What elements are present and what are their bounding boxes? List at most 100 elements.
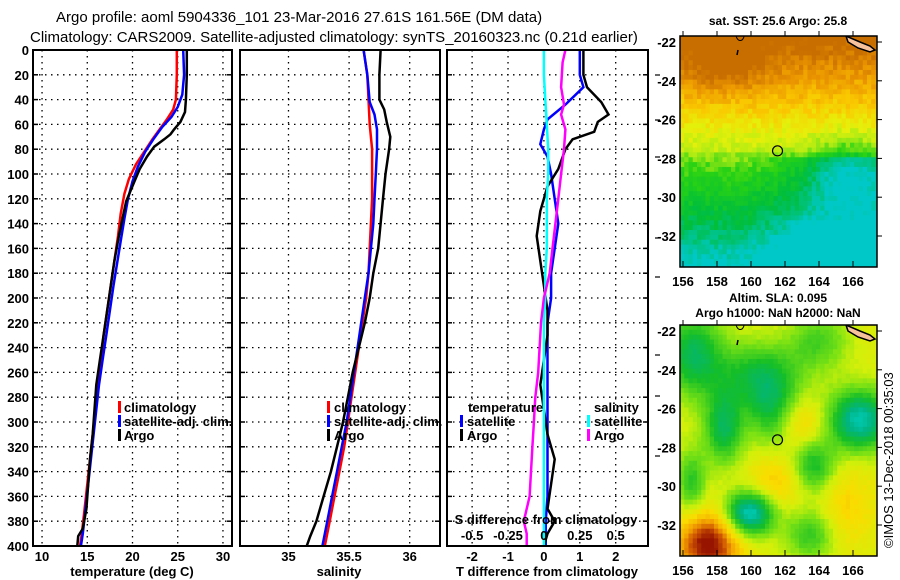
heatmap-cell: [867, 36, 872, 42]
heatmap-cell: [794, 528, 800, 535]
heatmap-cell: [799, 334, 804, 341]
heatmap-cell: [790, 533, 796, 539]
heatmap-cell: [680, 171, 685, 178]
heatmap-cell: [858, 383, 864, 389]
heatmap-cell: [794, 263, 800, 267]
heatmap-cell: [799, 426, 804, 433]
heatmap-cell: [765, 431, 770, 438]
heatmap-cell: [845, 210, 851, 216]
heatmap-cell: [705, 475, 711, 481]
heatmap-cell: [850, 397, 855, 404]
heatmap-cell: [692, 36, 698, 42]
heatmap-cell: [820, 519, 825, 525]
heatmap-cell: [731, 533, 736, 539]
heatmap-cell: [858, 339, 864, 345]
heatmap-cell: [688, 166, 694, 173]
heatmap-cell: [731, 519, 736, 525]
heatmap-cell: [816, 94, 821, 100]
heatmap-cell: [735, 485, 740, 491]
heatmap-cell: [688, 460, 694, 467]
heatmap-cell: [773, 50, 779, 56]
heatmap-cell: [828, 244, 834, 250]
heatmap-cell: [752, 166, 757, 173]
heatmap-cell: [841, 402, 847, 408]
heatmap-cell: [824, 36, 830, 42]
heatmap-cell: [803, 50, 808, 56]
heatmap-cell: [845, 485, 851, 491]
heatmap-cell: [854, 475, 859, 481]
heatmap-cell: [692, 509, 698, 515]
heatmap-cell: [824, 89, 830, 95]
heatmap-cell: [794, 368, 800, 374]
heatmap-cell: [773, 417, 779, 423]
heatmap-cell: [748, 552, 753, 556]
heatmap-cell: [837, 220, 842, 226]
heatmap-cell: [773, 244, 779, 250]
heatmap-cell: [731, 509, 736, 515]
heatmap-cell: [794, 196, 800, 202]
heatmap-cell: [854, 65, 859, 71]
heatmap-cell: [684, 103, 689, 110]
heatmap-cell: [845, 354, 851, 360]
heatmap-cell: [824, 494, 830, 501]
heatmap-cell: [726, 431, 732, 438]
heatmap-cell: [816, 74, 821, 81]
heatmap-cell: [765, 426, 770, 433]
heatmap-cell: [824, 383, 830, 389]
heatmap-cell: [790, 230, 796, 236]
heatmap-cell: [765, 499, 770, 505]
heatmap-cell: [782, 383, 787, 389]
heatmap-cell: [680, 79, 685, 85]
heatmap-cell: [862, 431, 868, 438]
heatmap-cell: [858, 480, 864, 486]
heatmap-cell: [820, 60, 825, 66]
heatmap-cell: [765, 55, 770, 61]
heatmap-cell: [786, 103, 791, 110]
heatmap-cell: [692, 431, 698, 438]
heatmap-cell: [816, 480, 821, 486]
heatmap-cell: [794, 441, 800, 447]
heatmap-cell: [820, 363, 825, 370]
heatmap-cell: [841, 358, 847, 365]
heatmap-cell: [777, 133, 783, 139]
heatmap-cell: [697, 451, 702, 457]
heatmap-cell: [680, 162, 685, 168]
heatmap-cell: [697, 373, 702, 379]
heatmap-cell: [841, 523, 847, 530]
heatmap-cell: [790, 354, 796, 360]
heatmap-cell: [807, 210, 813, 216]
heatmap-cell: [777, 436, 783, 442]
lon-tick-label: 156: [672, 563, 694, 578]
heatmap-cell: [701, 103, 706, 110]
heatmap-cell: [680, 533, 685, 539]
heatmap-cell: [731, 55, 736, 61]
heatmap-cell: [688, 263, 694, 267]
heatmap-cell: [786, 239, 791, 246]
heatmap-cell: [803, 142, 808, 149]
heatmap-cell: [680, 504, 685, 510]
heatmap-cell: [697, 426, 702, 433]
heatmap-cell: [765, 60, 770, 66]
heatmap-cell: [828, 344, 834, 350]
heatmap-cell: [875, 441, 877, 447]
heatmap-cell: [854, 460, 859, 467]
heatmap-cell: [790, 263, 796, 267]
heatmap-cell: [705, 108, 711, 115]
heatmap-cell: [858, 205, 864, 212]
heatmap-cell: [824, 368, 830, 374]
heatmap-cell: [692, 128, 698, 134]
heatmap-cell: [824, 200, 830, 207]
heatmap-cell: [782, 89, 787, 95]
heatmap-cell: [811, 523, 817, 530]
heatmap-cell: [786, 55, 791, 61]
heatmap-cell: [705, 89, 711, 95]
heatmap-cell: [726, 239, 732, 246]
heatmap-cell: [782, 230, 787, 236]
heatmap-cell: [828, 383, 834, 389]
heatmap-cell: [731, 147, 736, 153]
heatmap-cell: [705, 244, 711, 250]
heatmap-cell: [722, 84, 728, 90]
heatmap-cell: [726, 147, 732, 153]
heatmap-cell: [841, 128, 847, 134]
heatmap-cell: [845, 548, 851, 554]
